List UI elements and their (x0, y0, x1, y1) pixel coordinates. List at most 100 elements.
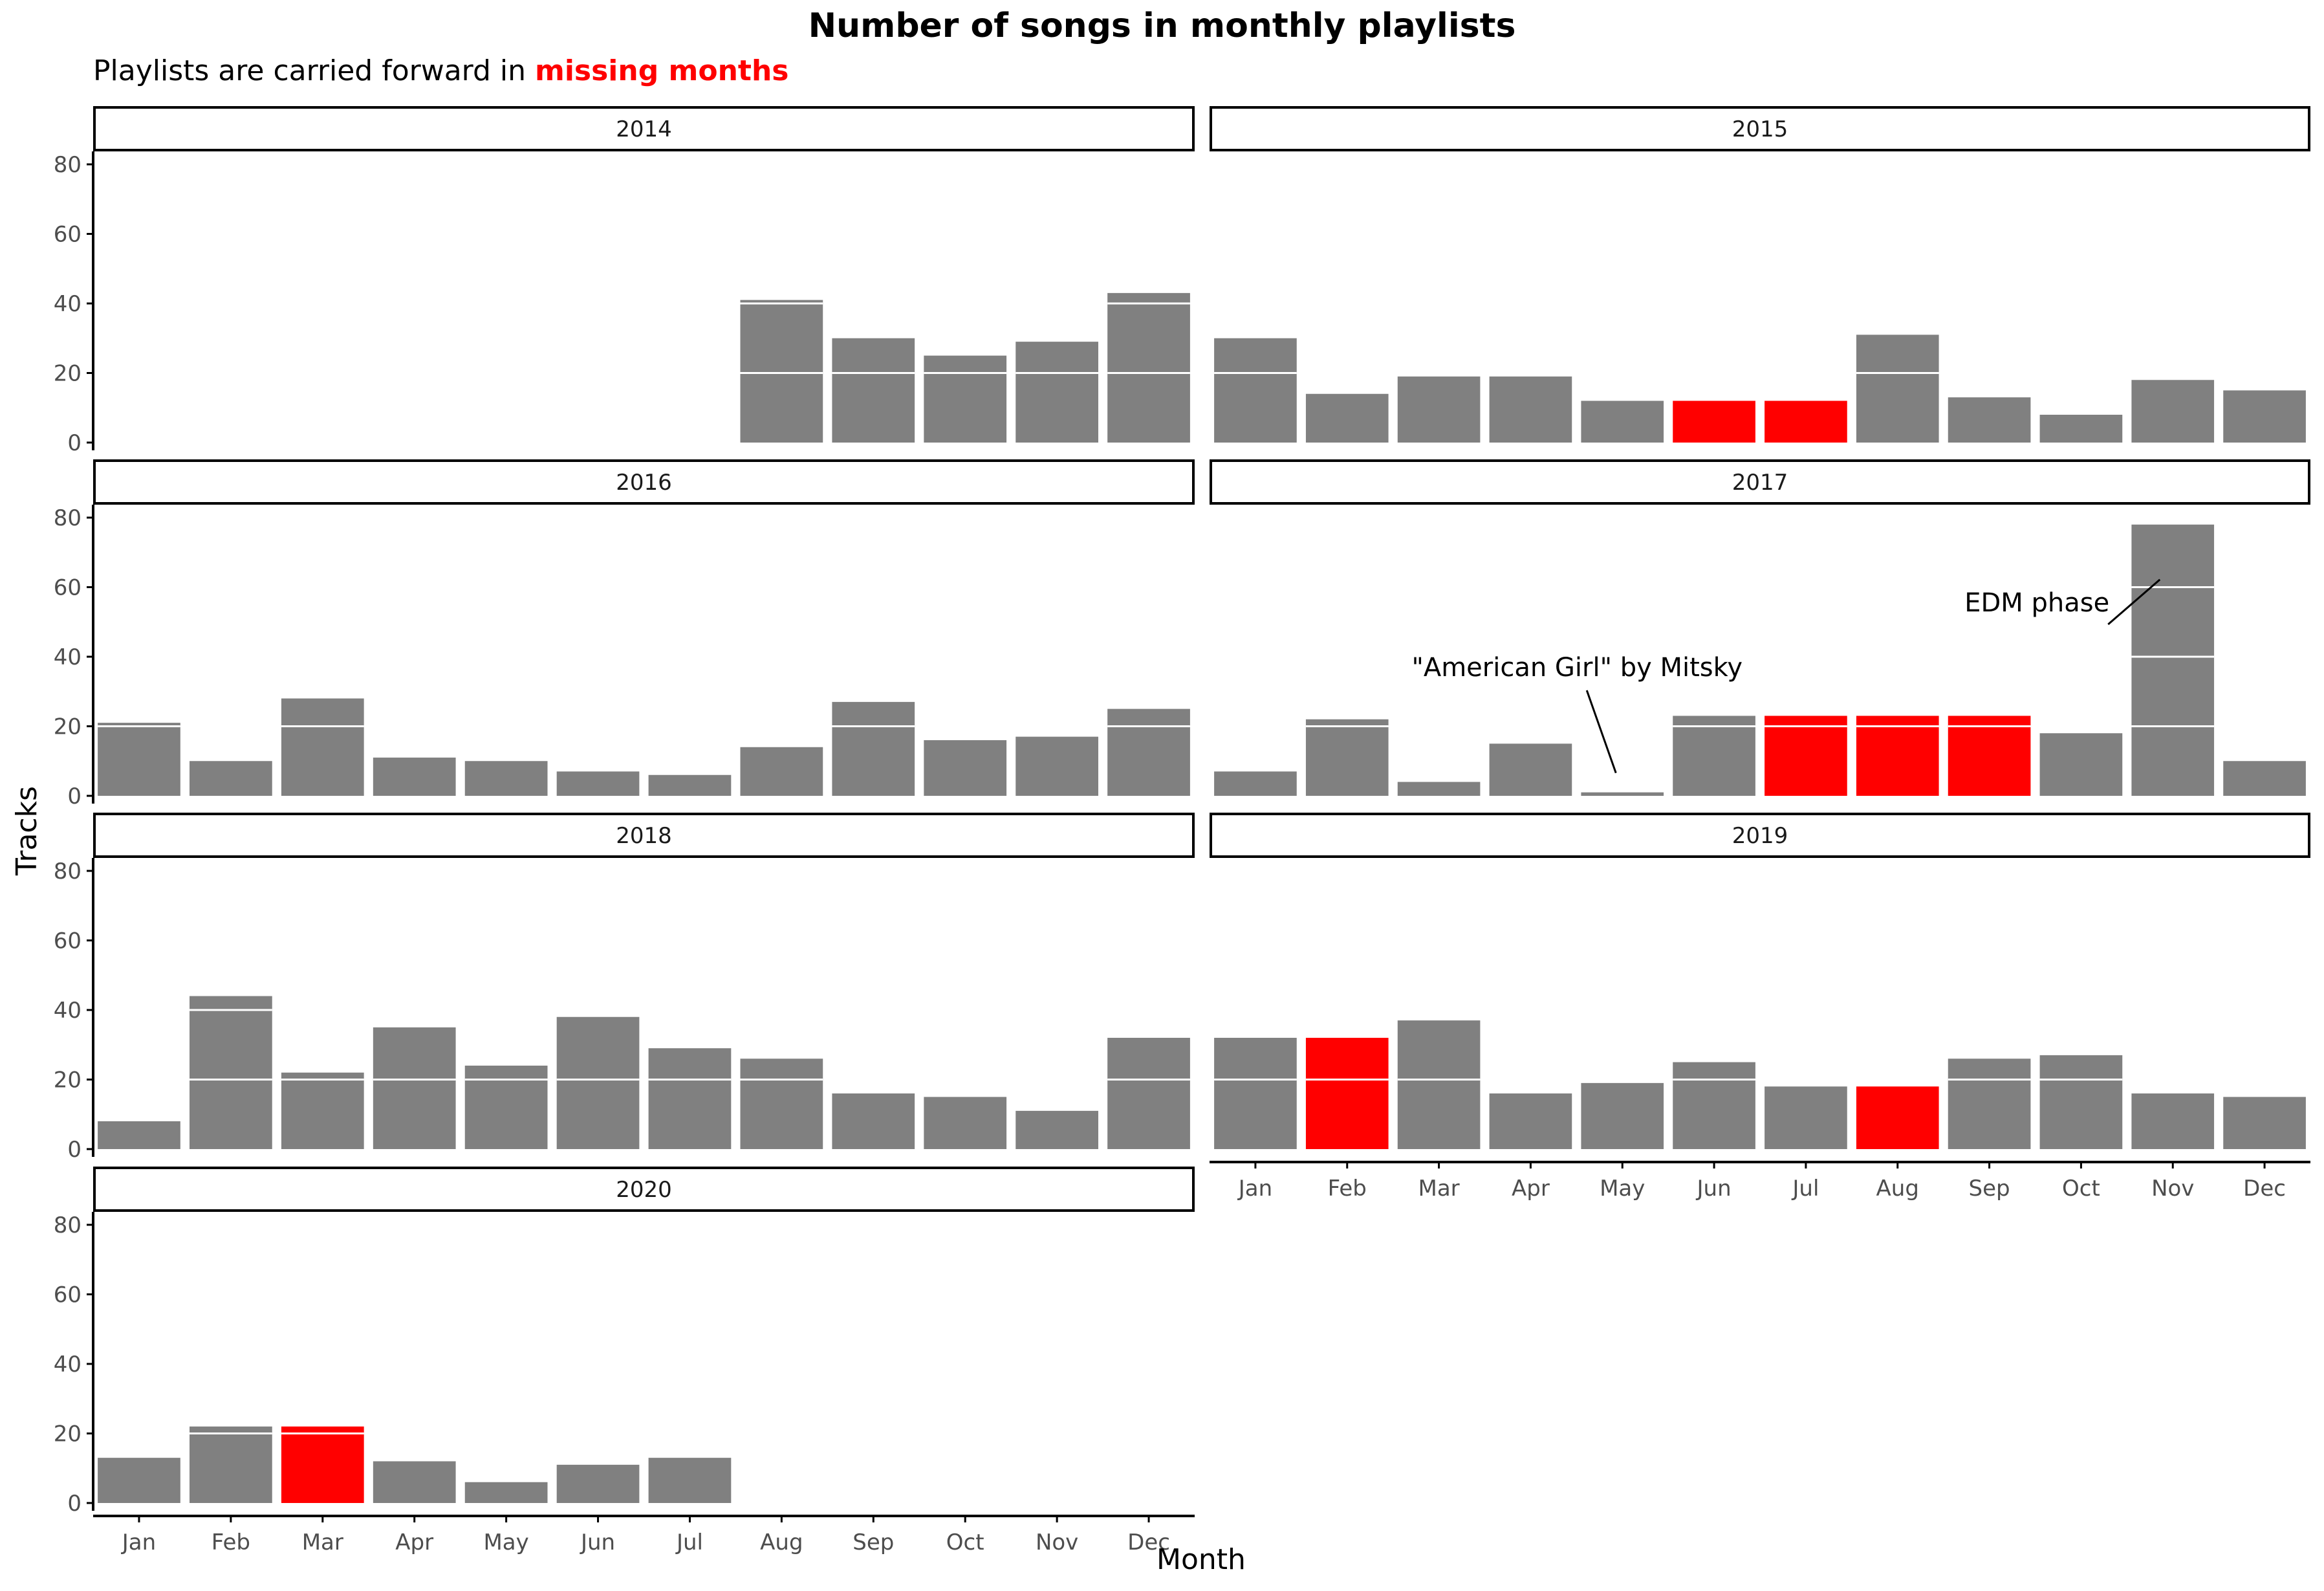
bar (190, 996, 272, 1149)
bar (1489, 376, 1572, 443)
bar (924, 355, 1007, 443)
annotation-label: EDM phase (1964, 588, 2109, 618)
bar (1581, 1082, 1664, 1149)
bar (281, 698, 364, 796)
bar (2223, 1097, 2306, 1149)
bar (2131, 380, 2215, 443)
x-tick-label: Jun (580, 1530, 615, 1555)
facet-strip (1210, 813, 2310, 858)
bar (1673, 1062, 1755, 1149)
y-tick-label: 0 (67, 784, 81, 809)
bar (1214, 771, 1297, 796)
y-tick-label: 40 (54, 998, 81, 1024)
annotation-leader (1585, 690, 1617, 774)
facet-strip-label: 2017 (1732, 470, 1788, 496)
bar (1397, 782, 1481, 796)
bar (1214, 1038, 1297, 1149)
x-tick-label: Jul (675, 1530, 703, 1555)
bar (2131, 1093, 2215, 1149)
annotation-leader (2107, 578, 2161, 626)
x-tick-label: Jun (1696, 1176, 1732, 1201)
bar (832, 1093, 915, 1149)
bar (1015, 1110, 1098, 1149)
y-tick-label: 60 (54, 575, 81, 601)
bar (1948, 397, 2031, 443)
x-tick-label: Feb (1328, 1176, 1367, 1201)
bar (832, 338, 915, 443)
facet-strip (1210, 459, 2310, 505)
y-tick-label: 60 (54, 928, 81, 954)
bar (1305, 393, 1389, 443)
bar (190, 1426, 272, 1503)
bar (2039, 733, 2123, 796)
bar (2039, 1055, 2123, 1149)
facet-strip (93, 459, 1195, 505)
facet-strip-label: 2016 (616, 470, 672, 496)
bar (1489, 743, 1572, 796)
subtitle-highlight: missing months (535, 54, 789, 87)
x-axis-title: Month (1157, 1543, 1246, 1576)
bar (373, 1027, 456, 1149)
x-tick-label: Feb (212, 1530, 250, 1555)
bar (1581, 400, 1664, 443)
bar (281, 1426, 364, 1503)
bar (1489, 1093, 1572, 1149)
subtitle-text: Playlists are carried forward in (93, 54, 535, 87)
y-axis-title: Tracks (10, 786, 43, 876)
y-tick-label: 80 (54, 152, 81, 178)
bar (98, 723, 180, 796)
bar (1673, 400, 1755, 443)
x-tick-label: May (1600, 1176, 1645, 1201)
bar (1305, 1038, 1389, 1149)
x-tick-label: Mar (1418, 1176, 1460, 1201)
y-tick-label: 0 (67, 430, 81, 456)
chart-subtitle: Playlists are carried forward in missing… (93, 54, 788, 87)
chart-title: Number of songs in monthly playlists (808, 6, 1516, 45)
x-tick-label: Apr (1512, 1176, 1550, 1201)
facet-strip (93, 813, 1195, 858)
y-tick-label: 40 (54, 1352, 81, 1377)
bar (556, 771, 640, 796)
x-tick-label: Nov (2151, 1176, 2194, 1201)
facet-strip-label: 2014 (616, 116, 672, 142)
x-tick-label: Sep (852, 1530, 894, 1555)
x-tick-label: Aug (760, 1530, 803, 1555)
x-tick-label: May (483, 1530, 528, 1555)
bar (1107, 1038, 1190, 1149)
bar (1765, 716, 1847, 796)
bar (1397, 376, 1481, 443)
facet-strip-label: 2019 (1732, 823, 1788, 849)
facet-strip-label: 2015 (1732, 116, 1788, 142)
bar (464, 1482, 548, 1503)
bar (373, 1461, 456, 1503)
bar (98, 1121, 180, 1149)
bar (1305, 719, 1389, 796)
bar (556, 1464, 640, 1503)
bar (1948, 1059, 2031, 1149)
bar (98, 1458, 180, 1503)
bar (1107, 708, 1190, 796)
y-tick-label: 40 (54, 644, 81, 670)
bar (1765, 400, 1847, 443)
bar (832, 701, 915, 796)
y-tick-label: 60 (54, 1282, 81, 1308)
bar (281, 1072, 364, 1149)
bar (924, 1097, 1007, 1149)
bar (1856, 1086, 1939, 1149)
bar (1397, 1020, 1481, 1149)
x-tick-label: Dec (2243, 1176, 2286, 1201)
bar (464, 1066, 548, 1149)
bar (1765, 1086, 1847, 1149)
x-tick-label: Jan (1237, 1176, 1272, 1201)
bar (1856, 335, 1939, 443)
bar (1107, 292, 1190, 443)
bar (740, 1059, 823, 1149)
bar (924, 740, 1007, 796)
x-tick-label: Aug (1876, 1176, 1919, 1201)
bar (373, 757, 456, 796)
y-tick-label: 20 (54, 1068, 81, 1093)
annotation-label: "American Girl" by Mitsky (1411, 653, 1743, 683)
y-tick-label: 80 (54, 859, 81, 884)
bar (1015, 736, 1098, 796)
